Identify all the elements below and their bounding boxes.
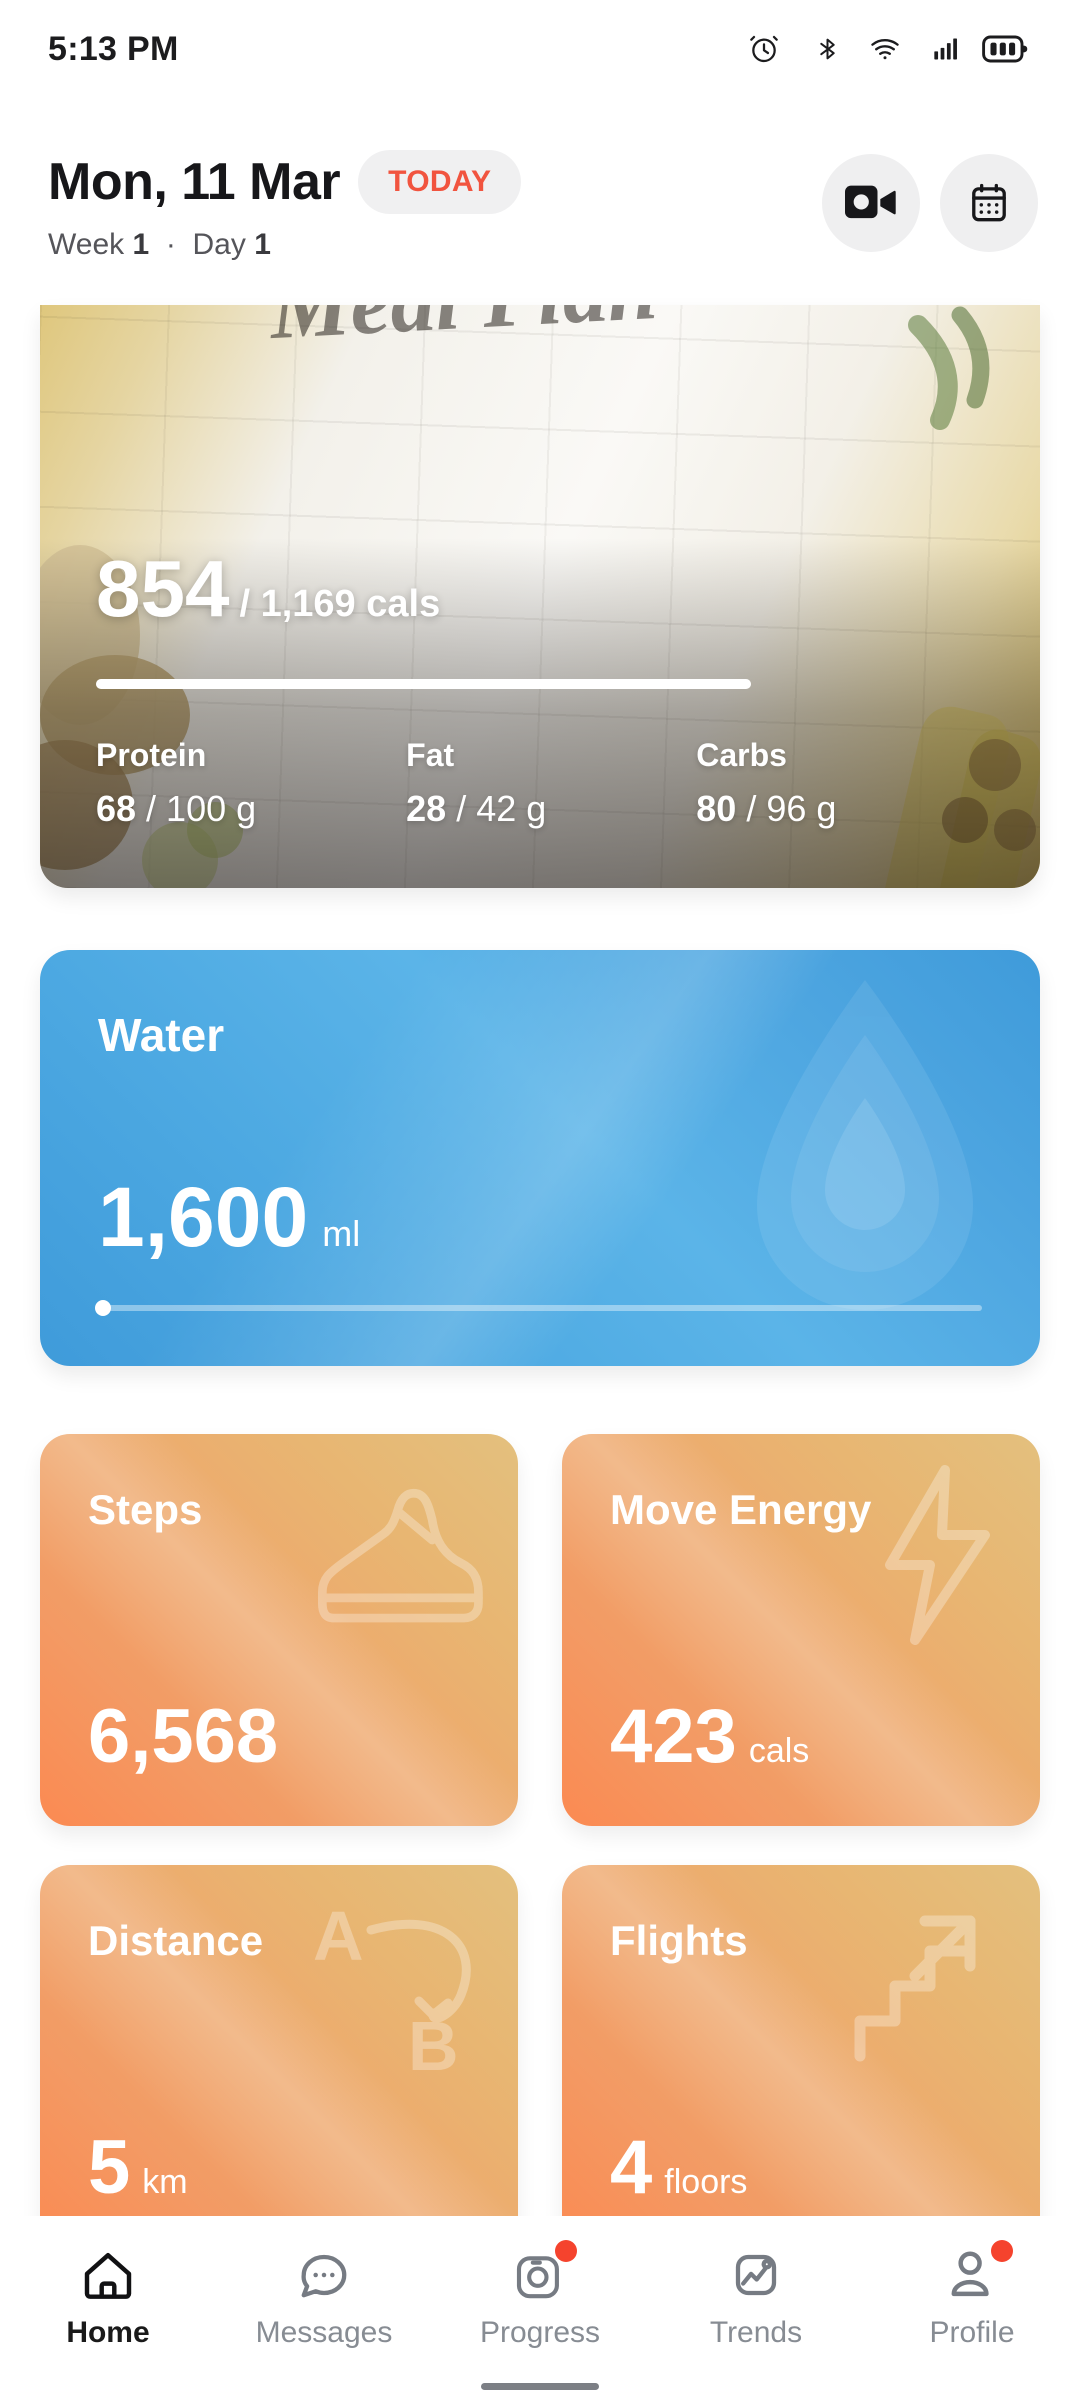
svg-text:A: A <box>313 1897 364 1975</box>
